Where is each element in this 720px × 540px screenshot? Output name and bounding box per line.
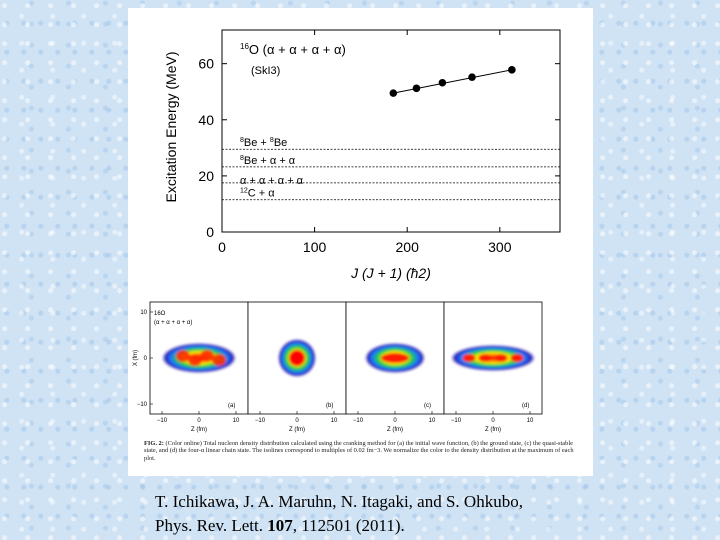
citation-volume: 107 xyxy=(267,516,293,535)
density-distribution xyxy=(365,343,425,373)
chart-subtitle: (SkI3) xyxy=(251,65,280,77)
data-point xyxy=(412,84,421,93)
title-main: O (α + α + α + α) xyxy=(249,42,346,57)
density-distribution xyxy=(162,343,236,373)
alpha-cluster xyxy=(494,354,508,362)
panel-x-axis-label: Z (fm) xyxy=(387,427,403,433)
x-axis-label: J (J + 1) (ħ2) xyxy=(350,265,431,281)
panel-letter: (b) xyxy=(326,403,333,409)
panel-x-tick-label: 10 xyxy=(429,418,436,424)
panel-x-tick-label: −10 xyxy=(157,418,168,424)
panel-x-axis-label: Z (fm) xyxy=(485,427,501,433)
threshold-label: 12C + α xyxy=(240,188,275,200)
threshold-reaction: Be + α + α xyxy=(244,155,296,167)
threshold-label: 8Be + 8Be xyxy=(240,137,287,149)
panel-x-tick-label: −10 xyxy=(255,418,266,424)
caption-label: FIG. 2: xyxy=(144,440,164,447)
threshold-reaction: α + α + α + α xyxy=(240,175,304,187)
density-blob xyxy=(451,345,535,371)
panel-x-tick-label: 0 xyxy=(197,418,201,424)
panel-x-tick-label: −10 xyxy=(353,418,364,424)
panel-letter: (a) xyxy=(228,403,235,409)
x-tick-label: 300 xyxy=(488,239,512,255)
alpha-cluster xyxy=(510,354,524,362)
y-tick-label: 40 xyxy=(198,112,214,128)
density-distribution xyxy=(278,339,316,377)
panel-y-tick-label: 10 xyxy=(140,310,147,316)
data-point xyxy=(438,78,447,87)
alpha-cluster xyxy=(176,350,190,362)
trend-line xyxy=(393,69,512,94)
density-core xyxy=(289,350,305,366)
threshold-mass-number: 8 xyxy=(240,137,244,144)
y-tick-label: 0 xyxy=(206,224,214,240)
alpha-cluster xyxy=(188,354,202,366)
panel-x-tick-label: 10 xyxy=(527,418,534,424)
threshold-mass-number: 8 xyxy=(240,155,244,162)
panel-title: 16O xyxy=(154,311,166,317)
chart-title: 16O (α + α + α + α) xyxy=(240,42,346,57)
threshold-label: α + α + α + α xyxy=(240,175,304,187)
x-tick-label: 200 xyxy=(396,239,420,255)
caption-text: (Color online) Total nucleon density dis… xyxy=(144,440,574,462)
plot-frame xyxy=(221,29,561,233)
panel-x-tick-label: 0 xyxy=(491,418,495,424)
y-axis-label: Excitation Energy (MeV) xyxy=(163,52,179,203)
density-panel: (c) −10 0 10 Z (fm) xyxy=(345,301,445,433)
threshold-label: 8Be + α + α xyxy=(240,155,296,167)
title-mass-number: 16 xyxy=(240,42,249,51)
x-tick-label: 0 xyxy=(218,239,226,255)
panel-y-axis-label: X (fm) xyxy=(133,350,139,366)
panel-x-tick-label: 10 xyxy=(331,418,338,424)
citation-journal: Phys. Rev. Lett. 107, 112501 (2011). xyxy=(155,514,625,538)
density-panel: (d) −10 0 10 Z (fm) xyxy=(443,301,543,433)
panel-subtitle: (α + α + α + α) xyxy=(154,320,192,326)
density-figure: (a) −10 0 10 Z (fm) (b) −10 0 10 Z (fm) (c) −10 0 10 Z… xyxy=(128,294,593,476)
panel-x-axis-label: Z (fm) xyxy=(191,427,207,433)
data-point xyxy=(468,73,476,81)
y-tick-label: 20 xyxy=(198,168,214,184)
threshold-reaction: C + α xyxy=(248,188,275,200)
panel-x-axis-label: Z (fm) xyxy=(289,427,305,433)
data-point xyxy=(508,66,516,74)
density-panels: (a) −10 0 10 Z (fm) (b) −10 0 10 Z (fm) (c) −10 0 10 Z… xyxy=(133,301,543,433)
data-point xyxy=(389,89,398,97)
panel-x-tick-label: 0 xyxy=(295,418,299,424)
density-panel: (a) −10 0 10 Z (fm) xyxy=(149,301,249,433)
panel-letter: (d) xyxy=(522,403,529,409)
citation-authors: T. Ichikawa, J. A. Maruhn, N. Itagaki, a… xyxy=(155,492,523,511)
citation-pages-year: , 112501 (2011). xyxy=(292,516,405,535)
alpha-cluster xyxy=(200,350,214,362)
citation-journal-name: Phys. Rev. Lett. xyxy=(155,516,268,535)
threshold-mass-number: 8 xyxy=(270,137,274,144)
panel-y-tick-label: 0 xyxy=(144,356,148,362)
alpha-cluster xyxy=(478,354,492,362)
panel-x-tick-label: −10 xyxy=(451,418,462,424)
density-core xyxy=(381,353,409,363)
threshold-reaction: Be + xyxy=(244,137,270,149)
panel-y-tick-label: −10 xyxy=(137,402,148,408)
panel-x-tick-label: 10 xyxy=(233,418,240,424)
figure-caption: FIG. 2: (Color online) Total nucleon den… xyxy=(144,440,584,462)
citation: T. Ichikawa, J. A. Maruhn, N. Itagaki, a… xyxy=(155,490,625,538)
x-tick-label: 100 xyxy=(303,239,327,255)
density-panel: (b) −10 0 10 Z (fm) xyxy=(247,301,347,433)
panel-letter: (c) xyxy=(424,403,431,409)
threshold-mass-number: 12 xyxy=(240,188,248,195)
alpha-cluster xyxy=(212,354,226,366)
threshold-reaction: Be xyxy=(274,137,287,149)
panel-x-tick-label: 0 xyxy=(393,418,397,424)
y-tick-label: 60 xyxy=(198,56,214,72)
alpha-cluster xyxy=(462,354,476,362)
density-distribution xyxy=(451,345,535,371)
